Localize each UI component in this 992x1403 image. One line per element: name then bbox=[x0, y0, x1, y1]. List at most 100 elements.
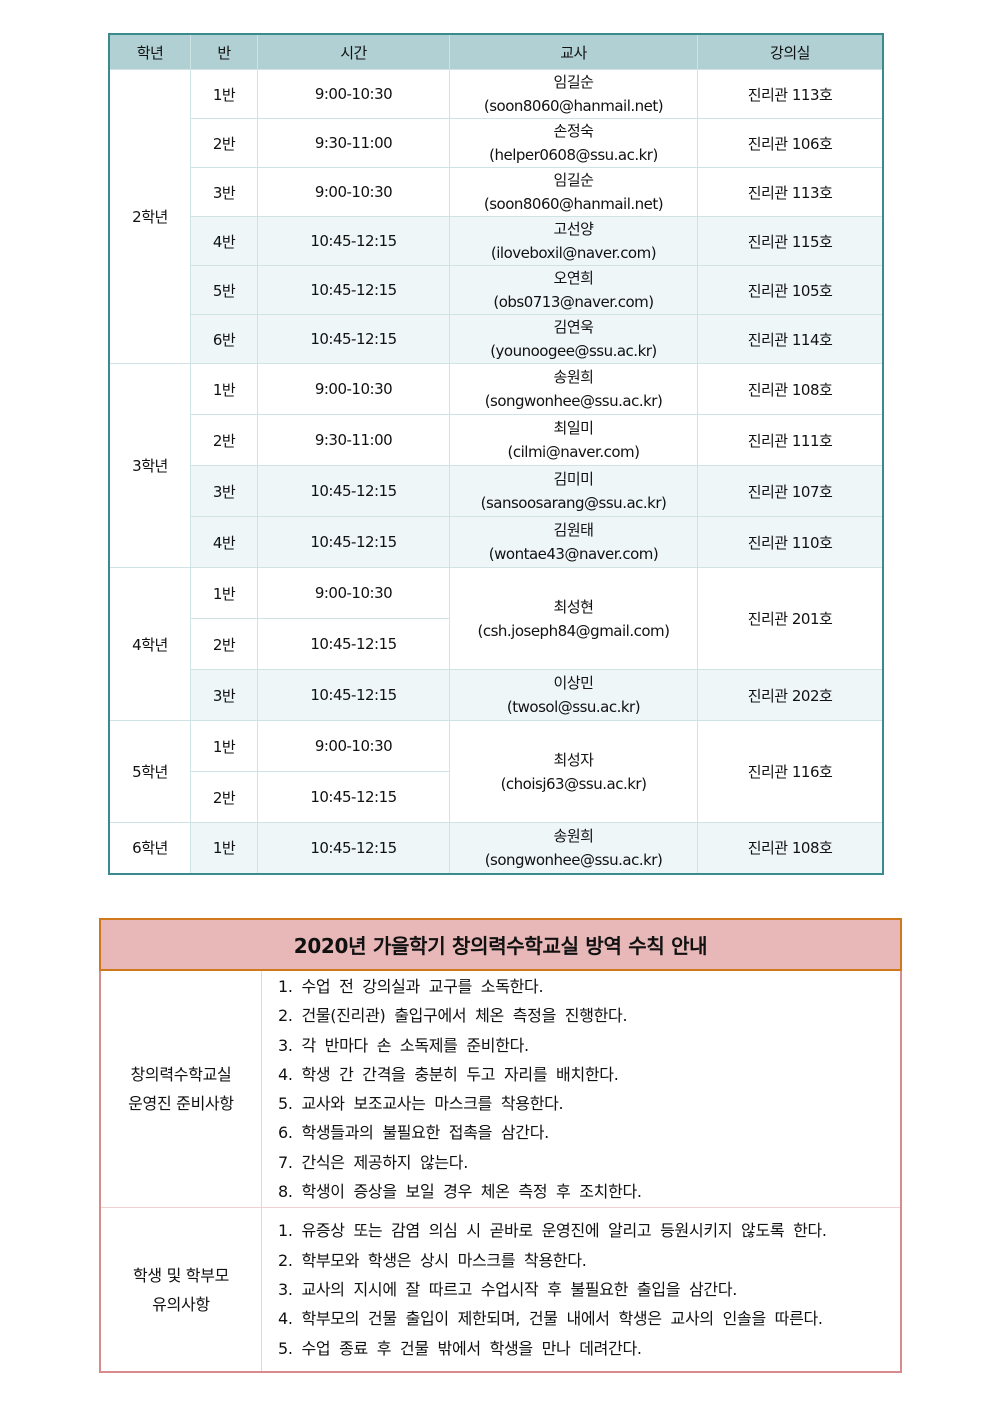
room-cell: 진리관 201호 bbox=[697, 567, 884, 670]
class-cell: 4반 bbox=[190, 216, 258, 266]
class-cell: 5반 bbox=[190, 265, 258, 315]
class-cell: 6반 bbox=[190, 314, 258, 364]
teacher-name: 임길순 bbox=[553, 171, 594, 189]
class-cell: 1반 bbox=[190, 363, 258, 415]
class-schedule-table: 학년 반 시간 교사 강의실 2학년 1반 9:00-10:30 임길순 (soon80… bbox=[108, 33, 884, 875]
teacher-cell: 김연욱 (younoogee@ssu.ac.kr) bbox=[449, 314, 698, 364]
time-cell: 10:45-12:15 bbox=[257, 516, 450, 568]
rule-item: 3. 교사의 지시에 잘 따르고 수업시작 후 불필요한 출입을 삼간다. bbox=[278, 1279, 738, 1299]
grade-cell: 2학년 bbox=[108, 69, 191, 364]
rule-item: 1. 유증상 또는 감염 의심 시 곧바로 운영진에 알리고 등원시키지 않도록… bbox=[278, 1221, 827, 1241]
class-cell: 3반 bbox=[190, 167, 258, 217]
rule-item: 2. 학부모와 학생은 상시 마스크를 착용한다. bbox=[278, 1250, 587, 1270]
teacher-name: 이상민 bbox=[553, 674, 594, 692]
class-cell: 2반 bbox=[190, 771, 258, 823]
grade-cell: 4학년 bbox=[108, 567, 191, 721]
class-cell: 3반 bbox=[190, 669, 258, 721]
time-cell: 10:45-12:15 bbox=[257, 771, 450, 823]
rule-item: 8. 학생이 증상을 보일 경우 체온 측정 후 조치한다. bbox=[278, 1182, 642, 1202]
teacher-cell: 최성현 (csh.joseph84@gmail.com) bbox=[449, 567, 698, 670]
teacher-name: 최일미 bbox=[553, 419, 594, 437]
teacher-name: 최성현 bbox=[553, 597, 594, 616]
rules-section: 창의력수학교실 운영진 준비사항 1. 수업 전 강의실과 교구를 소독한다. 2. … bbox=[99, 969, 902, 1209]
teacher-cell: 김미미 (sansoosarang@ssu.ac.kr) bbox=[449, 465, 698, 517]
teacher-email: (cilmi@naver.com) bbox=[507, 443, 640, 461]
time-cell: 10:45-12:15 bbox=[257, 465, 450, 517]
teacher-email: (sansoosarang@ssu.ac.kr) bbox=[480, 494, 667, 512]
rule-item: 6. 학생들과의 불필요한 접촉을 삼간다. bbox=[278, 1123, 549, 1143]
section-label-line: 창의력수학교실 bbox=[130, 1065, 232, 1085]
teacher-email: (twosol@ssu.ac.kr) bbox=[506, 698, 641, 716]
teacher-cell: 송원희 (songwonhee@ssu.ac.kr) bbox=[449, 363, 698, 415]
rule-item: 1. 수업 전 강의실과 교구를 소독한다. bbox=[278, 977, 544, 996]
room-cell: 진리관 107호 bbox=[697, 465, 884, 517]
table-row: 3학년 1반 9:00-10:30 송원희 (songwonhee@ssu.ac.kr)… bbox=[108, 363, 884, 568]
teacher-name: 고선양 bbox=[553, 220, 594, 238]
rule-item: 7. 간식은 제공하지 않는다. bbox=[278, 1152, 469, 1172]
class-cell: 1반 bbox=[190, 720, 258, 772]
teacher-email: (wontae43@naver.com) bbox=[488, 545, 659, 563]
section-label: 학생 및 학부모 유의사항 bbox=[99, 1207, 262, 1373]
room-cell: 진리관 108호 bbox=[697, 822, 884, 874]
section-items: 1. 유증상 또는 감염 의심 시 곧바로 운영진에 알리고 등원시키지 않도록… bbox=[261, 1207, 902, 1373]
time-cell: 9:00-10:30 bbox=[257, 69, 450, 119]
time-cell: 10:45-12:15 bbox=[257, 822, 450, 874]
section-items: 1. 수업 전 강의실과 교구를 소독한다. 2. 건물(진리관) 출입구에서 체… bbox=[261, 969, 902, 1209]
table-row: 2반 9:30-11:00 최일미 (cilmi@naver.com) 진리관 111호 bbox=[109, 414, 884, 466]
header-room: 강의실 bbox=[697, 33, 884, 70]
room-cell: 진리관 113호 bbox=[697, 69, 884, 119]
class-cell: 2반 bbox=[190, 414, 258, 466]
room-cell: 진리관 202호 bbox=[697, 669, 884, 721]
room-cell: 진리관 111호 bbox=[697, 414, 884, 466]
table-row: 5학년 1반 9:00-10:30 최성자 (choisj63@ssu.ac.kr) 진리… bbox=[108, 720, 884, 823]
time-cell: 9:00-10:30 bbox=[257, 167, 450, 217]
teacher-email: (obs0713@naver.com) bbox=[493, 293, 654, 311]
teacher-email: (soon8060@hanmail.net) bbox=[483, 97, 664, 115]
room-cell: 진리관 114호 bbox=[697, 314, 884, 364]
table-row: 4반 10:45-12:15 김원태 (wontae43@naver.com) 진리관 … bbox=[109, 516, 884, 568]
header-time: 시간 bbox=[257, 33, 450, 70]
table-row: 2반 10:45-12:15 bbox=[109, 771, 883, 823]
table-row: 2학년 1반 9:00-10:30 임길순 (soon8060@hanmail.net)… bbox=[108, 69, 884, 364]
time-cell: 9:00-10:30 bbox=[257, 363, 450, 415]
room-cell: 진리관 115호 bbox=[697, 216, 884, 266]
section-label-line: 운영진 준비사항 bbox=[128, 1094, 234, 1114]
time-cell: 9:30-11:00 bbox=[257, 118, 450, 168]
teacher-email: (helper0608@ssu.ac.kr) bbox=[489, 146, 658, 164]
teacher-email: (iloveboxil@naver.com) bbox=[490, 244, 657, 262]
table-row: 2반 10:45-12:15 bbox=[109, 618, 883, 670]
grade-cell: 3학년 bbox=[108, 363, 191, 568]
table-row: 3반 10:45-12:15 김미미 (sansoosarang@ssu.ac.kr)… bbox=[109, 465, 884, 517]
teacher-cell: 최성자 (choisj63@ssu.ac.kr) bbox=[449, 720, 698, 823]
room-cell: 진리관 116호 bbox=[697, 720, 884, 823]
teacher-cell: 고선양 (iloveboxil@naver.com) bbox=[449, 216, 698, 266]
time-cell: 9:00-10:30 bbox=[257, 567, 450, 619]
class-cell: 4반 bbox=[190, 516, 258, 568]
class-cell: 2반 bbox=[190, 618, 258, 670]
rule-item: 5. 교사와 보조교사는 마스크를 착용한다. bbox=[278, 1094, 564, 1114]
class-cell: 1반 bbox=[190, 567, 258, 619]
table-row: 2반 9:30-11:00 손정숙 (helper0608@ssu.ac.kr) 진리관… bbox=[109, 118, 884, 168]
teacher-name: 김원태 bbox=[553, 521, 594, 539]
quarantine-rules-table: 2020년 가을학기 창의력수학교실 방역 수칙 안내 창의력수학교실 운영진 준… bbox=[99, 918, 902, 1373]
teacher-email: (csh.joseph84@gmail.com) bbox=[477, 621, 670, 640]
class-cell: 2반 bbox=[190, 118, 258, 168]
teacher-cell: 이상민 (twosol@ssu.ac.kr) bbox=[449, 669, 698, 721]
teacher-name: 손정숙 bbox=[553, 122, 594, 140]
rule-item: 4. 학생 간 간격을 충분히 두고 자리를 배치한다. bbox=[278, 1064, 619, 1084]
teacher-email: (songwonhee@ssu.ac.kr) bbox=[484, 850, 663, 869]
teacher-name: 김미미 bbox=[553, 470, 594, 488]
teacher-cell: 김원태 (wontae43@naver.com) bbox=[449, 516, 698, 568]
teacher-name: 송원희 bbox=[553, 826, 594, 845]
teacher-cell: 송원희 (songwonhee@ssu.ac.kr) bbox=[449, 822, 698, 874]
teacher-email: (songwonhee@ssu.ac.kr) bbox=[484, 392, 663, 410]
time-cell: 10:45-12:15 bbox=[257, 265, 450, 315]
room-cell: 진리관 105호 bbox=[697, 265, 884, 315]
table-row: 6학년 1반 10:45-12:15 송원희 (songwonhee@ssu.ac.kr… bbox=[108, 822, 884, 874]
rule-item: 4. 학부모의 건물 출입이 제한되며, 건물 내에서 학생은 교사의 인솔을 … bbox=[278, 1309, 823, 1329]
teacher-name: 김연욱 bbox=[553, 318, 594, 336]
header-teacher: 교사 bbox=[449, 33, 698, 70]
class-cell: 1반 bbox=[190, 69, 258, 119]
time-cell: 9:30-11:00 bbox=[257, 414, 450, 466]
